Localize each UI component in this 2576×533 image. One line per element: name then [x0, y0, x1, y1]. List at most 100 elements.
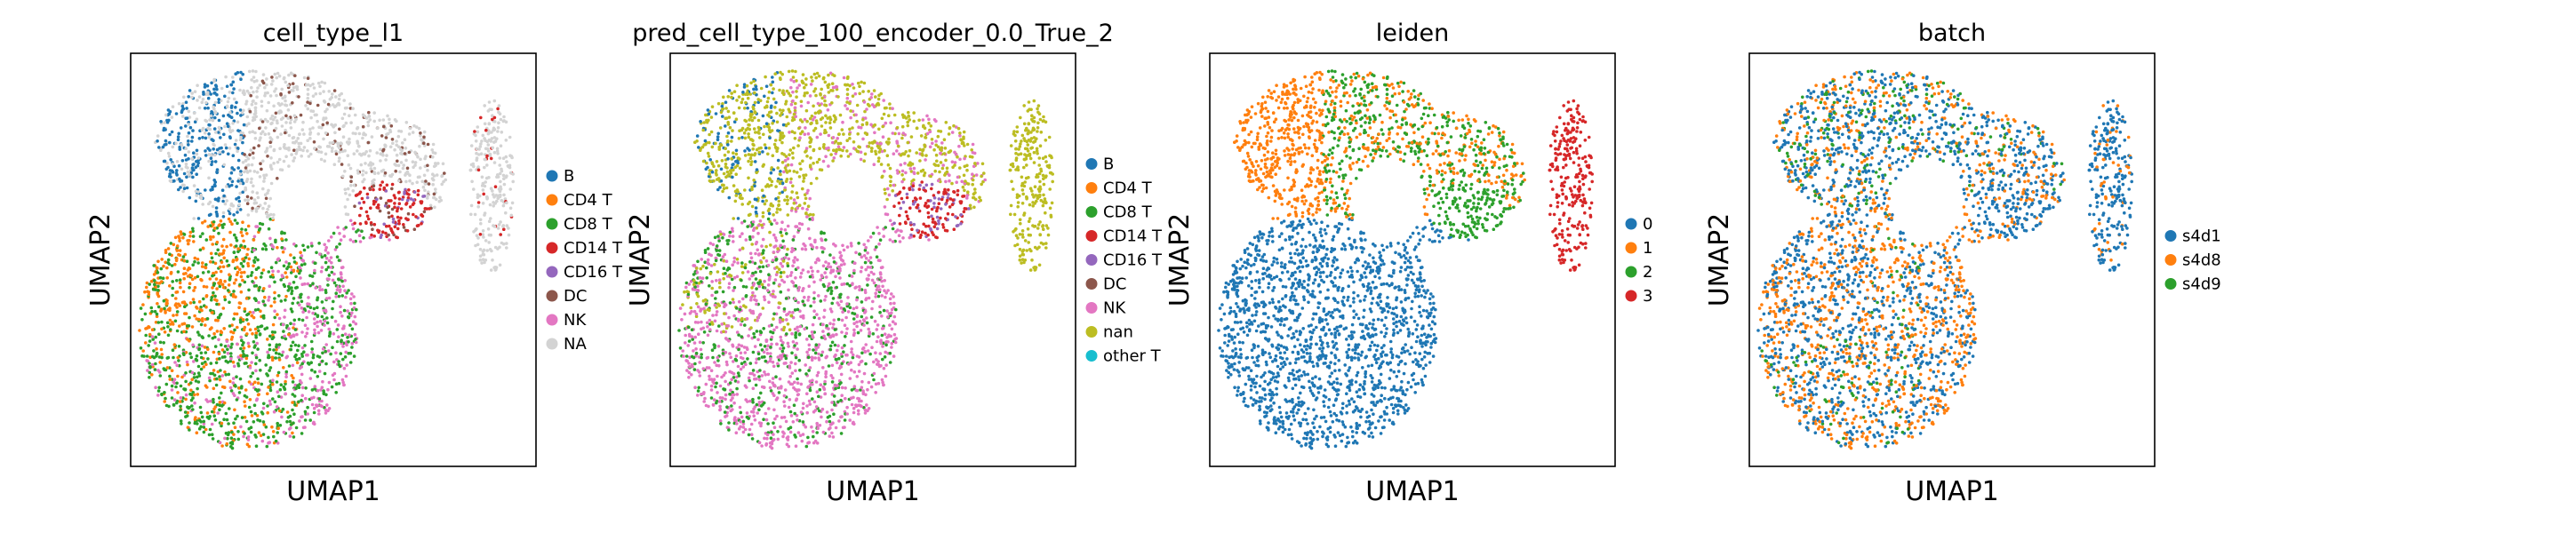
point-cd8-t [316, 314, 320, 318]
point-cd8-t [254, 355, 259, 360]
point-cd4-t [218, 378, 222, 382]
point-cd16-t [382, 222, 387, 227]
point-nan [823, 99, 827, 103]
point-na [322, 90, 325, 93]
point-dc [422, 141, 426, 145]
point-cd8-t [273, 280, 276, 284]
point-nan [804, 77, 808, 81]
point-cd8-t [224, 411, 228, 416]
point-cd8-t [226, 289, 230, 292]
point-na [508, 135, 512, 139]
point-nan [848, 127, 852, 131]
point-nk [957, 144, 961, 148]
point-nan [805, 155, 809, 158]
point-nan [904, 150, 908, 154]
point-nk [339, 288, 342, 292]
point-cd8-t [828, 347, 833, 352]
point-nk [751, 386, 756, 391]
point-nan [788, 153, 791, 156]
point-nk [793, 297, 797, 301]
point-na [389, 174, 393, 179]
point-na [190, 95, 194, 99]
point-cd8-t [329, 352, 332, 356]
point-cd14-t [392, 194, 396, 197]
point-cd8-t [779, 290, 783, 294]
point-cd4-t [169, 272, 173, 275]
point-nk [792, 235, 796, 239]
point-nan [761, 211, 765, 215]
point-nk [300, 282, 305, 287]
point-nk [321, 379, 324, 384]
point-b [168, 132, 172, 137]
point-nk [353, 314, 357, 319]
point-na [474, 133, 477, 138]
point-cd8-t [334, 291, 339, 296]
point-cd14-t [393, 196, 397, 200]
point-nk [146, 369, 149, 372]
point-cd4-t [190, 378, 194, 382]
point-dc [252, 146, 256, 150]
point-cd14-t [360, 196, 364, 201]
point-b [235, 185, 238, 188]
point-nk [706, 258, 710, 262]
point-nk [867, 407, 871, 410]
point-cd8-t [711, 355, 715, 360]
point-cd4-t [243, 416, 247, 419]
point-cd8-t [820, 354, 823, 357]
point-dc [370, 170, 374, 173]
point-cd8-t [284, 337, 288, 341]
point-cd4-t [243, 325, 247, 330]
point-na [408, 126, 412, 131]
point-na [251, 130, 255, 133]
point-cd4-t [148, 325, 151, 330]
point-cd8-t [264, 363, 268, 367]
point-b [752, 87, 756, 91]
point-cd8-t [302, 307, 307, 311]
point-cd4-t [146, 290, 149, 294]
point-cd14-t [408, 205, 412, 209]
point-cd14-t [414, 215, 418, 219]
point-na [388, 122, 391, 125]
point-cd4-t [212, 331, 216, 336]
point-cd8-t [824, 238, 828, 242]
point-nk [779, 425, 782, 429]
point-na [497, 195, 500, 199]
point-na [431, 151, 436, 155]
point-nk [796, 86, 799, 90]
point-na [485, 163, 489, 167]
point-nan [940, 166, 945, 171]
point-nk [326, 349, 331, 353]
point-cd4-t [180, 375, 184, 379]
point-cd4-t [266, 392, 269, 396]
point-na [181, 115, 185, 118]
point-cd14-t [411, 203, 415, 207]
point-cd8-t [797, 332, 802, 337]
point-cd14-t [420, 222, 423, 226]
point-cd8-t [197, 374, 202, 378]
point-na [272, 213, 276, 217]
point-b [206, 106, 210, 110]
point-nk [720, 375, 724, 379]
point-nk [341, 345, 345, 348]
point-cd4-t [237, 267, 242, 272]
point-cd16-t [405, 198, 410, 203]
point-b [201, 136, 204, 139]
point-b [218, 147, 221, 150]
point-nk [743, 351, 748, 354]
point-cd8-t [310, 368, 314, 372]
point-nk [808, 402, 812, 406]
point-b [210, 163, 213, 166]
point-b [164, 139, 168, 143]
point-na [385, 154, 388, 157]
point-na [265, 211, 268, 216]
point-b [221, 114, 226, 118]
point-nan [866, 102, 870, 107]
point-cd4-t [212, 350, 216, 354]
point-cd4-t [159, 307, 164, 311]
point-na [364, 162, 367, 165]
point-na [258, 175, 262, 179]
point-nan [766, 96, 771, 100]
point-b [205, 84, 210, 88]
point-cd4-t [160, 327, 164, 331]
point-nk [252, 235, 257, 239]
